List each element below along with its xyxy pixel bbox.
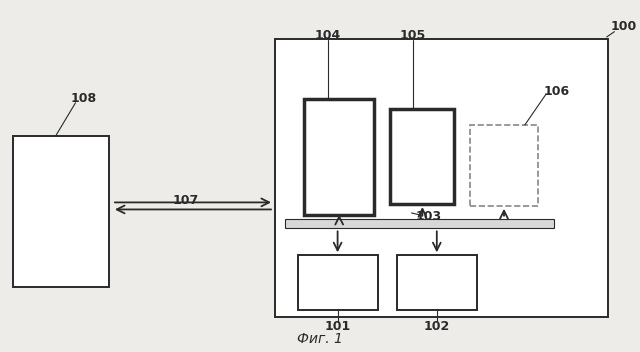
Text: 108: 108 [70, 92, 96, 105]
Text: 107: 107 [172, 194, 199, 207]
Text: 102: 102 [424, 320, 451, 333]
Text: 105: 105 [399, 29, 426, 42]
Bar [470, 125, 538, 206]
Bar [285, 219, 554, 228]
Bar [13, 136, 109, 287]
Text: 103: 103 [416, 210, 442, 223]
Text: 104: 104 [314, 29, 341, 42]
Bar [275, 39, 608, 317]
Text: 100: 100 [611, 20, 637, 33]
Bar [304, 99, 374, 215]
Text: Фиг. 1: Фиг. 1 [297, 332, 343, 346]
Bar [298, 255, 378, 310]
Bar [390, 109, 454, 204]
Text: 106: 106 [544, 85, 570, 98]
Bar [397, 255, 477, 310]
Text: 101: 101 [324, 320, 351, 333]
